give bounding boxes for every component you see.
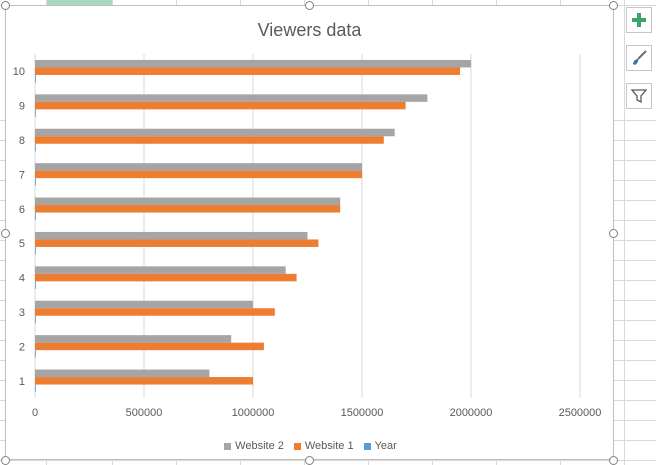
- grid-line: [624, 0, 625, 465]
- bar: [35, 246, 36, 255]
- chart-elements-button[interactable]: [626, 7, 652, 33]
- bar: [35, 231, 308, 240]
- bar: [35, 266, 286, 274]
- y-tick-label: 9: [19, 101, 25, 113]
- bar: [35, 308, 275, 316]
- bar: [35, 300, 253, 309]
- bar: [35, 178, 36, 186]
- y-tick-label: 2: [19, 341, 25, 353]
- x-tick-label: 0: [32, 407, 38, 419]
- bar: [35, 281, 36, 289]
- y-tick-label: 3: [19, 307, 25, 319]
- y-tick-label: 4: [19, 273, 25, 285]
- x-tick-label: 1500000: [341, 407, 384, 419]
- bar: [35, 163, 362, 171]
- bar: [35, 143, 36, 152]
- y-tick-label: 1: [19, 376, 25, 388]
- bar: [35, 315, 36, 324]
- legend-swatch: [224, 442, 232, 450]
- bar: [35, 74, 36, 83]
- y-tick-label: 10: [13, 66, 25, 78]
- bar: [35, 128, 395, 137]
- plus-icon: [632, 13, 646, 27]
- bar: [35, 384, 36, 393]
- brush-icon: [633, 50, 647, 65]
- plot-area: 0 500000 1000000 1500000 2000000 2500000 1 2 3 4 5…: [13, 54, 602, 419]
- x-tick-label: 500000: [126, 407, 163, 419]
- legend-label: Website 2: [235, 440, 284, 452]
- bar: [35, 350, 36, 358]
- legend-label: Website 1: [304, 440, 354, 452]
- x-tick-label: 2000000: [450, 407, 493, 419]
- bar: [35, 369, 210, 378]
- bar: [35, 205, 341, 213]
- resize-handle-top-right[interactable]: [609, 1, 618, 10]
- bar: [35, 239, 319, 247]
- resize-handle-top[interactable]: [305, 1, 314, 10]
- bar: [35, 212, 36, 221]
- bar: [35, 59, 471, 68]
- legend[interactable]: Website 2 Website 1 Year: [6, 440, 615, 452]
- bar: [35, 197, 341, 206]
- y-tick-label: 8: [19, 135, 25, 147]
- chart-title[interactable]: Viewers data: [257, 20, 362, 40]
- selected-cell-indicator: [46, 0, 112, 5]
- legend-label: Year: [374, 440, 397, 452]
- legend-item-website-1[interactable]: Website 1: [293, 440, 354, 452]
- bar: [35, 335, 232, 343]
- legend-swatch: [363, 442, 371, 450]
- resize-handle-right[interactable]: [609, 229, 618, 238]
- bar: [35, 273, 297, 282]
- bar: [35, 94, 428, 102]
- y-tick-label: 5: [19, 238, 25, 250]
- chart-area[interactable]: Viewers data 0 500000 1000000 1500000 200000…: [1, 1, 618, 465]
- bar: [35, 101, 406, 110]
- resize-handle-bottom-left[interactable]: [1, 456, 10, 465]
- bar: [35, 136, 384, 144]
- y-tick-label: 6: [19, 204, 25, 216]
- y-tick-label: 7: [19, 169, 25, 181]
- chart-filters-button[interactable]: [626, 83, 652, 109]
- legend-swatch: [293, 442, 301, 450]
- legend-item-website-2[interactable]: Website 2: [224, 440, 284, 452]
- bar: [35, 109, 36, 117]
- x-tick-label: 1000000: [232, 407, 275, 419]
- resize-handle-bottom[interactable]: [305, 456, 314, 465]
- resize-handle-bottom-right[interactable]: [609, 456, 618, 465]
- x-tick-label: 2500000: [559, 407, 602, 419]
- bar: [35, 377, 253, 385]
- resize-handle-left[interactable]: [1, 229, 10, 238]
- resize-handle-top-left[interactable]: [1, 1, 10, 10]
- grid-line: [0, 460, 656, 461]
- bar: [35, 342, 264, 351]
- legend-item-year[interactable]: Year: [363, 440, 397, 452]
- chart-styles-button[interactable]: [626, 45, 652, 71]
- filter-icon: [631, 89, 647, 104]
- bar: [35, 170, 362, 179]
- bar: [35, 67, 461, 75]
